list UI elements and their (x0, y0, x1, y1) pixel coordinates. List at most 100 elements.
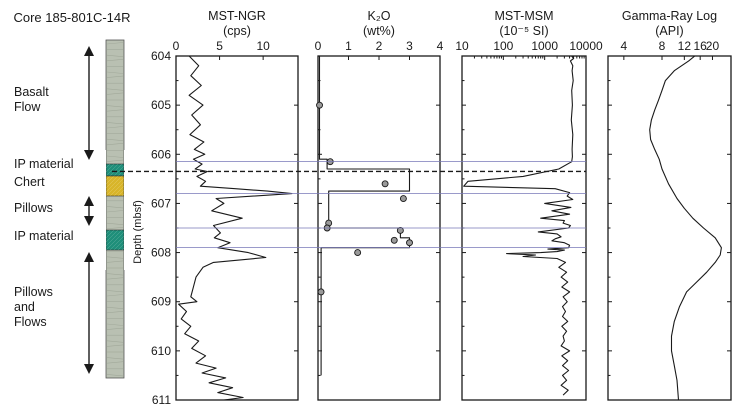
core-texture-mark (106, 126, 124, 129)
panel-msm-title: (10⁻⁵ SI) (499, 24, 548, 38)
core-texture-mark (106, 92, 124, 95)
core-texture-mark (106, 340, 124, 343)
panel-gamma-frame (607, 55, 732, 401)
panel-k2o-title: (wt%) (363, 24, 395, 38)
core-texture-mark (106, 159, 124, 162)
depth-tick-label: 607 (151, 196, 171, 210)
core-texture-mark (106, 344, 124, 347)
panel-ngr-title: (cps) (223, 24, 251, 38)
basalt-flow-arrow (84, 46, 94, 160)
unit-label: Basalt Flow (14, 85, 49, 114)
x-tick-label: 0 (173, 39, 180, 53)
core-texture-mark (106, 374, 124, 377)
panel-ngr-curve (178, 56, 293, 400)
panel-gamma-title: (API) (655, 24, 683, 38)
core-texture-mark (106, 260, 124, 263)
core-texture-mark (106, 122, 124, 125)
core-texture-mark (106, 59, 124, 62)
depth-tick-label: 609 (151, 295, 171, 309)
k2o-sample-marker (406, 239, 413, 247)
core-texture-mark (106, 71, 124, 74)
x-tick-label: 8 (659, 39, 666, 53)
core-texture-mark (106, 256, 124, 259)
x-tick-label: 12 (678, 39, 692, 53)
x-tick-label: 0 (315, 39, 322, 53)
x-tick-label: 4 (620, 39, 627, 53)
core-texture-mark (106, 75, 124, 78)
core-texture-mark (106, 222, 124, 225)
x-tick-label: 5 (216, 39, 223, 53)
x-tick-label: 20 (706, 39, 720, 53)
core-hatch-mark (105, 229, 127, 251)
depth-tick-label: 611 (152, 393, 171, 407)
panel-k2o-curve (318, 56, 411, 376)
k2o-sample-marker (390, 236, 398, 244)
core-texture-mark (106, 54, 124, 57)
pillows-arrow (84, 196, 94, 226)
core-texture-mark (106, 143, 124, 146)
x-tick-label: 1 (345, 39, 352, 53)
depth-axis-label: Depth (mbsf) (132, 200, 144, 264)
core-texture-mark (106, 294, 124, 297)
panel-ngr: MST-NGR(cps) 0 5 10 (173, 9, 299, 401)
core-texture-mark (106, 290, 124, 293)
k2o-sample-marker (399, 195, 407, 202)
core-texture-mark (106, 109, 124, 112)
core-texture-mark (106, 311, 124, 314)
core-texture-mark (106, 206, 124, 209)
k2o-sample-marker (316, 101, 323, 109)
core-texture-mark (106, 306, 124, 309)
unit-label: Pillows (14, 201, 53, 215)
core-texture-mark (106, 323, 124, 326)
depth-tick-label: 608 (151, 246, 171, 260)
core-texture-mark (106, 273, 124, 276)
panel-k2o-title: K₂O (368, 9, 391, 23)
panel-k2o: K₂O(wt%) 0 1 2 3 4 (315, 9, 444, 401)
core-texture-mark (106, 227, 124, 230)
core-title: Core 185-801C-14R (13, 10, 130, 25)
core-hatch-mark (105, 163, 119, 177)
core-texture-mark (106, 42, 124, 45)
core-texture-mark (106, 155, 124, 158)
unit-label: IP material (14, 157, 74, 171)
x-tick-label: 10000 (569, 39, 603, 53)
core-texture-mark (106, 88, 124, 91)
k2o-sample-marker (396, 227, 404, 234)
k2o-sample-marker (354, 249, 362, 257)
panel-gamma-title: Gamma-Ray Log (622, 9, 717, 23)
k2o-sample-marker (317, 288, 325, 296)
depth-tick-label: 610 (151, 344, 171, 358)
unit-label: Chert (14, 175, 45, 189)
x-tick-label: 2 (376, 39, 383, 53)
panel-gamma-curve (649, 56, 722, 400)
core-texture-mark (106, 210, 124, 213)
x-tick-label: 3 (406, 39, 413, 53)
core-texture-mark (106, 105, 124, 108)
unit-label: Pillows and Flows (14, 285, 53, 329)
core-hatch-mark (109, 163, 123, 177)
core-texture-mark (106, 327, 124, 330)
core-texture-mark (106, 361, 124, 364)
depth-tick-label: 606 (151, 147, 171, 161)
panel-msm-title: MST-MSM (494, 9, 553, 23)
ip-material-upper (105, 163, 125, 177)
core-texture-mark (106, 357, 124, 360)
x-tick-label: 10 (256, 39, 270, 53)
pillows-flows-arrow (84, 252, 94, 374)
panel-msm: MST-MSM(10⁻⁵ SI) 10 100 1000 10000 (455, 9, 603, 401)
panel-ngr-title: MST-NGR (208, 9, 266, 23)
hatch-mask (124, 150, 144, 270)
x-tick-label: 10 (455, 39, 469, 53)
x-tick-label: 16 (694, 39, 708, 53)
k2o-sample-marker (381, 180, 389, 188)
core-texture-mark (106, 138, 124, 141)
core-column (105, 39, 125, 379)
depth-tick-label: 605 (151, 98, 171, 112)
core-texture-mark (106, 277, 124, 280)
panel-msm-curve (463, 56, 575, 396)
x-tick-label: 1000 (531, 39, 558, 53)
x-tick-label: 100 (493, 39, 513, 53)
x-tick-label: 4 (437, 39, 444, 53)
